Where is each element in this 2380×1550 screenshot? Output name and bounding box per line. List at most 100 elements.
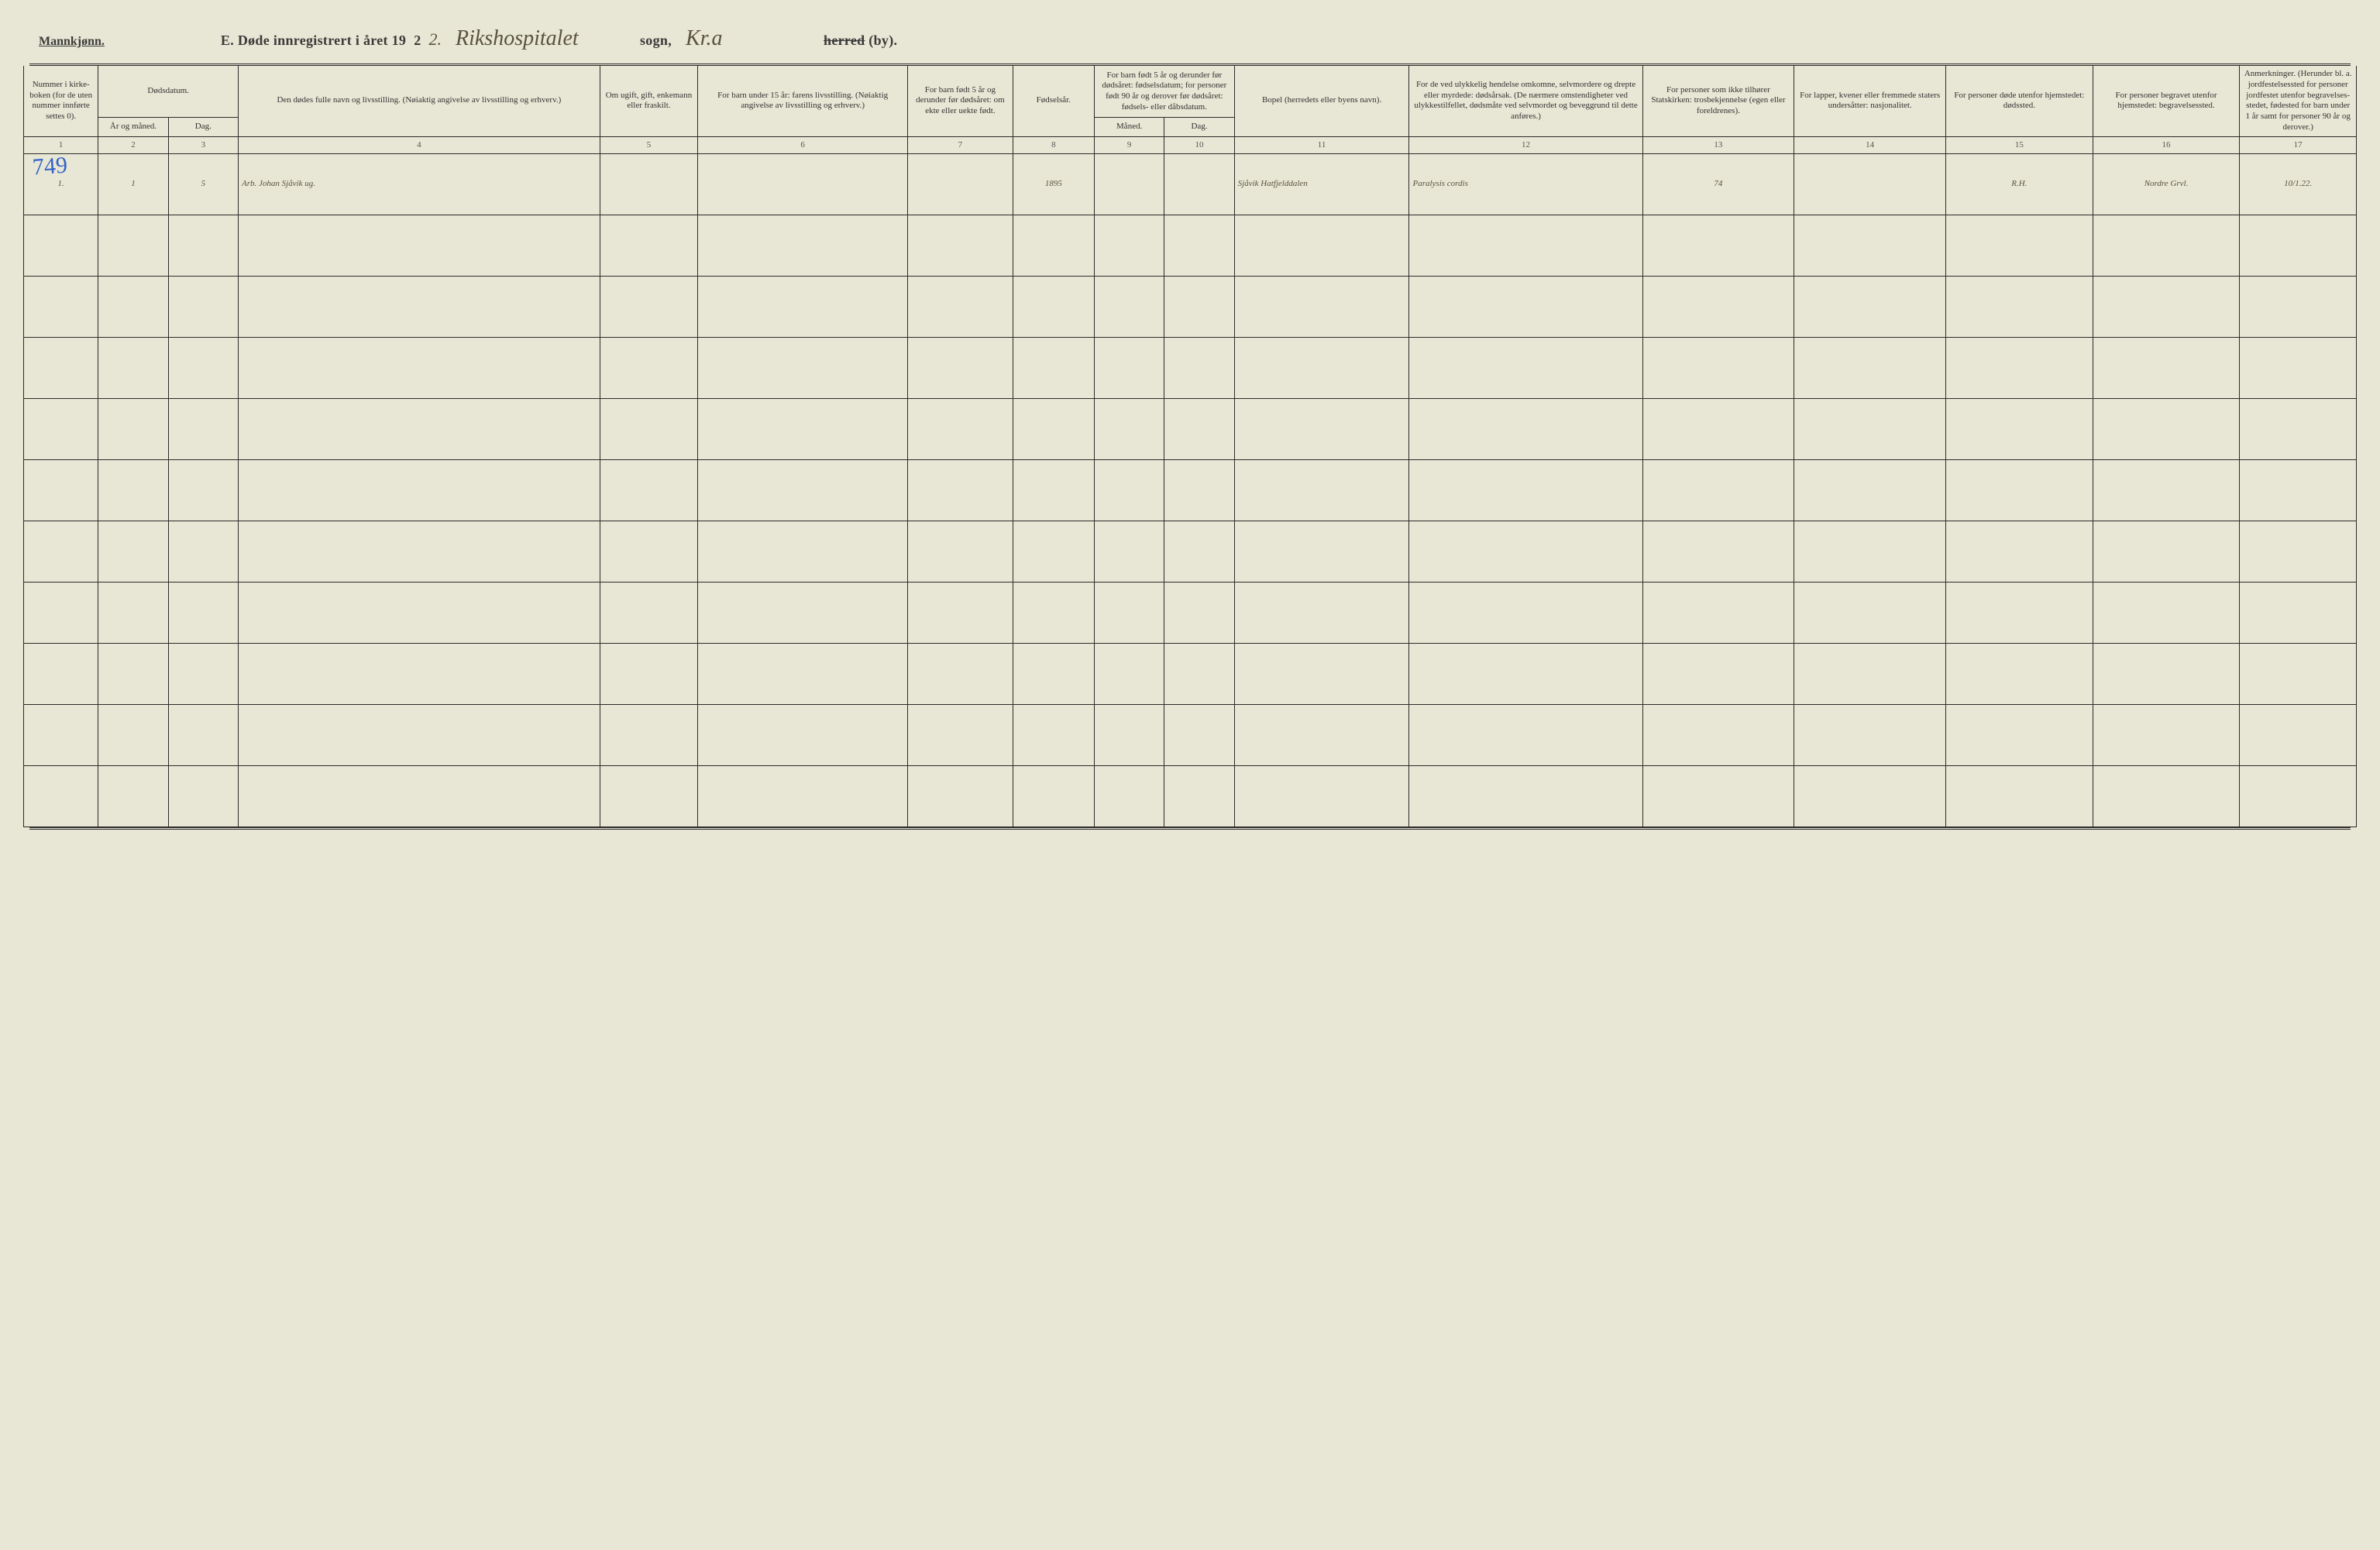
empty-cell	[1794, 705, 1946, 766]
empty-cell	[1013, 521, 1094, 583]
empty-cell	[908, 277, 1013, 338]
empty-cell	[24, 705, 98, 766]
empty-cell	[1095, 521, 1164, 583]
empty-cell	[1642, 521, 1794, 583]
empty-cell	[2240, 644, 2357, 705]
empty-cell	[24, 583, 98, 644]
cell-nationality	[1794, 154, 1946, 215]
empty-cell	[1095, 583, 1164, 644]
empty-cell	[1945, 766, 2093, 827]
empty-cell	[698, 338, 908, 399]
column-number: 7	[908, 136, 1013, 154]
empty-cell	[168, 766, 238, 827]
empty-cell	[698, 521, 908, 583]
empty-cell	[168, 644, 238, 705]
empty-cell	[2240, 460, 2357, 521]
title-prefix: E. Døde innregistrert i året 19	[221, 33, 406, 49]
table-row	[24, 215, 2357, 277]
empty-cell	[2240, 215, 2357, 277]
column-number: 8	[1013, 136, 1094, 154]
table-row	[24, 399, 2357, 460]
ledger-table: Nummer i kirke­boken (for de uten nummer…	[23, 66, 2357, 827]
empty-cell	[1945, 583, 2093, 644]
gender-label: Mannkjønn.	[39, 35, 105, 49]
empty-cell	[2240, 521, 2357, 583]
column-number: 15	[1945, 136, 2093, 154]
col-13-header: For personer som ikke tilhører Statskirk…	[1642, 66, 1794, 136]
cell-faith: 74	[1642, 154, 1794, 215]
empty-cell	[1013, 338, 1094, 399]
empty-cell	[600, 644, 697, 705]
empty-cell	[239, 705, 600, 766]
empty-cell	[1794, 521, 1946, 583]
empty-cell	[1013, 705, 1094, 766]
table-row	[24, 583, 2357, 644]
sogn-label: sogn,	[640, 33, 672, 49]
empty-cell	[98, 399, 168, 460]
col-11-header: Bopel (herredets eller byens navn).	[1234, 66, 1409, 136]
empty-cell	[98, 583, 168, 644]
empty-cell	[98, 215, 168, 277]
empty-cell	[98, 521, 168, 583]
table-row	[24, 766, 2357, 827]
column-number: 6	[698, 136, 908, 154]
empty-cell	[2240, 705, 2357, 766]
empty-cell	[1794, 583, 1946, 644]
empty-cell	[24, 215, 98, 277]
empty-cell	[698, 644, 908, 705]
empty-cell	[1794, 215, 1946, 277]
empty-cell	[1945, 277, 2093, 338]
empty-cell	[908, 644, 1013, 705]
year-printed-digit: 2	[414, 33, 421, 49]
column-number: 13	[1642, 136, 1794, 154]
ledger-page: 749 Mannkjønn. E. Døde innregistrert i å…	[23, 23, 2357, 830]
empty-cell	[2093, 644, 2240, 705]
empty-cell	[1409, 399, 1642, 460]
empty-cell	[1945, 521, 2093, 583]
empty-cell	[908, 215, 1013, 277]
table-row	[24, 338, 2357, 399]
cell-name: Arb. Johan Sjåvik ug.	[239, 154, 600, 215]
empty-cell	[2093, 521, 2240, 583]
empty-cell	[168, 705, 238, 766]
cell-death_place: R.H.	[1945, 154, 2093, 215]
column-number: 12	[1409, 136, 1642, 154]
column-number: 1	[24, 136, 98, 154]
col-2-group-header: Dødsdatum.	[98, 66, 239, 118]
empty-cell	[1794, 644, 1946, 705]
empty-cell	[2240, 338, 2357, 399]
col-9a-header: Måned.	[1095, 118, 1164, 136]
empty-cell	[2093, 705, 2240, 766]
empty-cell	[239, 338, 600, 399]
empty-cell	[2093, 399, 2240, 460]
empty-cell	[1234, 399, 1409, 460]
empty-cell	[2093, 766, 2240, 827]
col-14-header: For lapper, kvener eller fremmede stater…	[1794, 66, 1946, 136]
col-15-header: For personer døde utenfor hjemstedet: dø…	[1945, 66, 2093, 136]
empty-cell	[600, 277, 697, 338]
col-5-header: Om ugift, gift, enke­mann eller fraskilt…	[600, 66, 697, 136]
empty-cell	[168, 460, 238, 521]
empty-cell	[1642, 583, 1794, 644]
empty-cell	[1642, 644, 1794, 705]
empty-cell	[600, 766, 697, 827]
column-number: 17	[2240, 136, 2357, 154]
empty-cell	[98, 705, 168, 766]
empty-cell	[698, 399, 908, 460]
col-12-header: For de ved ulykkelig hendelse omkomne, s…	[1409, 66, 1642, 136]
column-number: 2	[98, 136, 168, 154]
page-header: Mannkjønn. E. Døde innregistrert i året …	[23, 23, 2357, 64]
empty-cell	[168, 399, 238, 460]
year-handwritten: 2.	[429, 29, 442, 50]
empty-cell	[2093, 215, 2240, 277]
empty-cell	[1409, 644, 1642, 705]
empty-cell	[1164, 583, 1234, 644]
column-number: 14	[1794, 136, 1946, 154]
empty-cell	[24, 766, 98, 827]
empty-cell	[1409, 521, 1642, 583]
empty-cell	[1234, 644, 1409, 705]
header-row-1: Nummer i kirke­boken (for de uten nummer…	[24, 66, 2357, 118]
empty-cell	[1642, 705, 1794, 766]
empty-cell	[98, 766, 168, 827]
empty-cell	[1234, 338, 1409, 399]
